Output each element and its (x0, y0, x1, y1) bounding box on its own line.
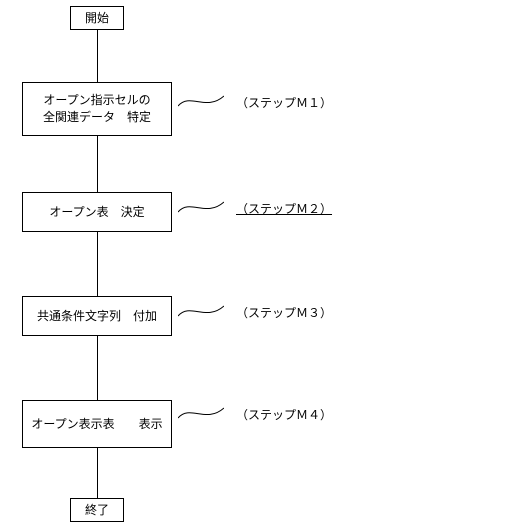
node-step3-label: 共通条件文字列 付加 (37, 308, 157, 325)
step-label-1-text: （ステップＭ１） (236, 96, 332, 110)
node-step2-label: オープン表 決定 (49, 204, 144, 221)
step-label-3: （ステップＭ３） (236, 304, 332, 321)
node-start: 開始 (70, 6, 124, 30)
leader-curve-1 (178, 92, 224, 110)
leader-curve-3 (178, 302, 224, 320)
node-end: 終了 (70, 498, 124, 522)
step-label-2-text: （ステップＭ２） (236, 202, 332, 216)
step-label-4-text: （ステップＭ４） (236, 408, 332, 422)
node-step2: オープン表 決定 (22, 192, 172, 232)
connector-step4-end (97, 448, 98, 498)
leader-curve-4 (178, 404, 224, 422)
connector-step3-step4 (97, 336, 98, 400)
node-step1: オープン指示セルの 全関連データ 特定 (22, 82, 172, 136)
step-label-3-text: （ステップＭ３） (236, 306, 332, 320)
node-step3: 共通条件文字列 付加 (22, 296, 172, 336)
node-step4: オープン表示表 表示 (22, 400, 172, 448)
step-label-4: （ステップＭ４） (236, 406, 332, 423)
node-start-label: 開始 (85, 10, 109, 27)
node-step1-label: オープン指示セルの 全関連データ 特定 (43, 92, 151, 126)
node-end-label: 終了 (85, 502, 109, 519)
leader-curve-2 (178, 198, 224, 216)
flowchart-canvas: 開始 オープン指示セルの 全関連データ 特定 オープン表 決定 共通条件文字列 … (0, 0, 512, 528)
connector-step1-step2 (97, 136, 98, 192)
node-step4-label: オープン表示表 表示 (31, 416, 162, 433)
step-label-1: （ステップＭ１） (236, 94, 332, 111)
connector-step2-step3 (97, 232, 98, 296)
step-label-2: （ステップＭ２） (236, 200, 332, 217)
connector-start-step1 (97, 30, 98, 82)
